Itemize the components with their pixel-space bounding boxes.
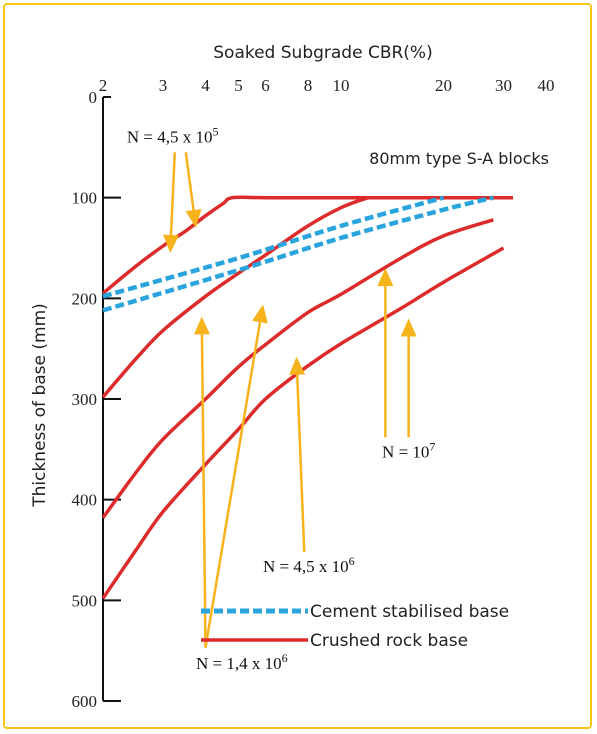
- x-axis-title: Soaked Subgrade CBR(%): [213, 43, 432, 63]
- x-tick-label: 6: [261, 76, 270, 95]
- block-type-note: 80mm type S-A blocks: [369, 149, 549, 168]
- arrow-n2-1: [400, 318, 417, 438]
- y-tick-label: 600: [72, 692, 98, 711]
- arrow-n4-1: [204, 304, 268, 648]
- annotation-exponent: 6: [282, 651, 288, 665]
- x-tick-label: 3: [159, 76, 168, 95]
- x-tick-label: 5: [234, 76, 243, 95]
- x-tick-label: 10: [332, 76, 349, 95]
- cement-curve-4: [102, 195, 445, 299]
- cement-curve-5: [102, 195, 494, 313]
- x-tick-label: 8: [304, 76, 313, 95]
- annotation-text: N = 4,5 x 10: [127, 127, 213, 146]
- annotation-exponent: 5: [212, 124, 218, 138]
- annotation-exponent: 7: [429, 439, 435, 453]
- legend: Cement stabilised base Crushed rock base: [201, 602, 509, 651]
- x-tick-label: 40: [538, 76, 555, 95]
- y-tick-label: 100: [72, 189, 98, 208]
- x-tick-label: 20: [435, 76, 452, 95]
- arrow-n1-0: [163, 152, 179, 254]
- y-axis-title: Thickness of base (mm): [30, 303, 50, 508]
- arrow-n1-1: [184, 152, 202, 228]
- curves: [101, 195, 513, 600]
- x-ticks: 2 3 4 5 6 8 10 20 30 40: [99, 76, 555, 95]
- annotation-n2: N = 107: [382, 439, 435, 461]
- annotation-n1: N = 4,5 x 105: [127, 124, 219, 146]
- y-tick-label: 500: [72, 591, 98, 610]
- crushed-curve-3: [101, 246, 505, 600]
- annotation-text: N = 10: [382, 442, 429, 461]
- annotation-exponent: 6: [349, 554, 355, 568]
- annotation-text: N = 4,5 x 10: [263, 557, 349, 576]
- y-tick-label: 300: [72, 390, 98, 409]
- annotation-n4: N = 1,4 x 106: [196, 651, 288, 673]
- chart-frame: 0 100 200 300 400 500 600 2 3 4 5 6 8 10 20 30 40 Soake…: [3, 3, 592, 729]
- crushed-curve-2: [101, 218, 494, 519]
- x-tick-label: 30: [495, 76, 512, 95]
- y-tick-label: 400: [72, 491, 98, 510]
- x-tick-label: 4: [201, 76, 210, 95]
- arrow-n2-0: [377, 268, 394, 438]
- y-tick-label: 200: [72, 289, 98, 308]
- arrow-n4-0: [193, 316, 210, 648]
- annotation-text: N = 1,4 x 10: [196, 654, 282, 673]
- crushed-curve-0: [101, 195, 513, 295]
- legend-label-cement: Cement stabilised base: [310, 602, 509, 622]
- annotation-n3: N = 4,5 x 106: [263, 554, 355, 576]
- y-tick-label: 0: [89, 88, 98, 107]
- legend-label-crushed: Crushed rock base: [310, 631, 468, 651]
- x-tick-label: 2: [99, 76, 108, 95]
- arrow-n3-0: [289, 356, 306, 553]
- crushed-curve-1: [101, 196, 369, 399]
- y-ticks: 0 100 200 300 400 500 600: [72, 88, 121, 711]
